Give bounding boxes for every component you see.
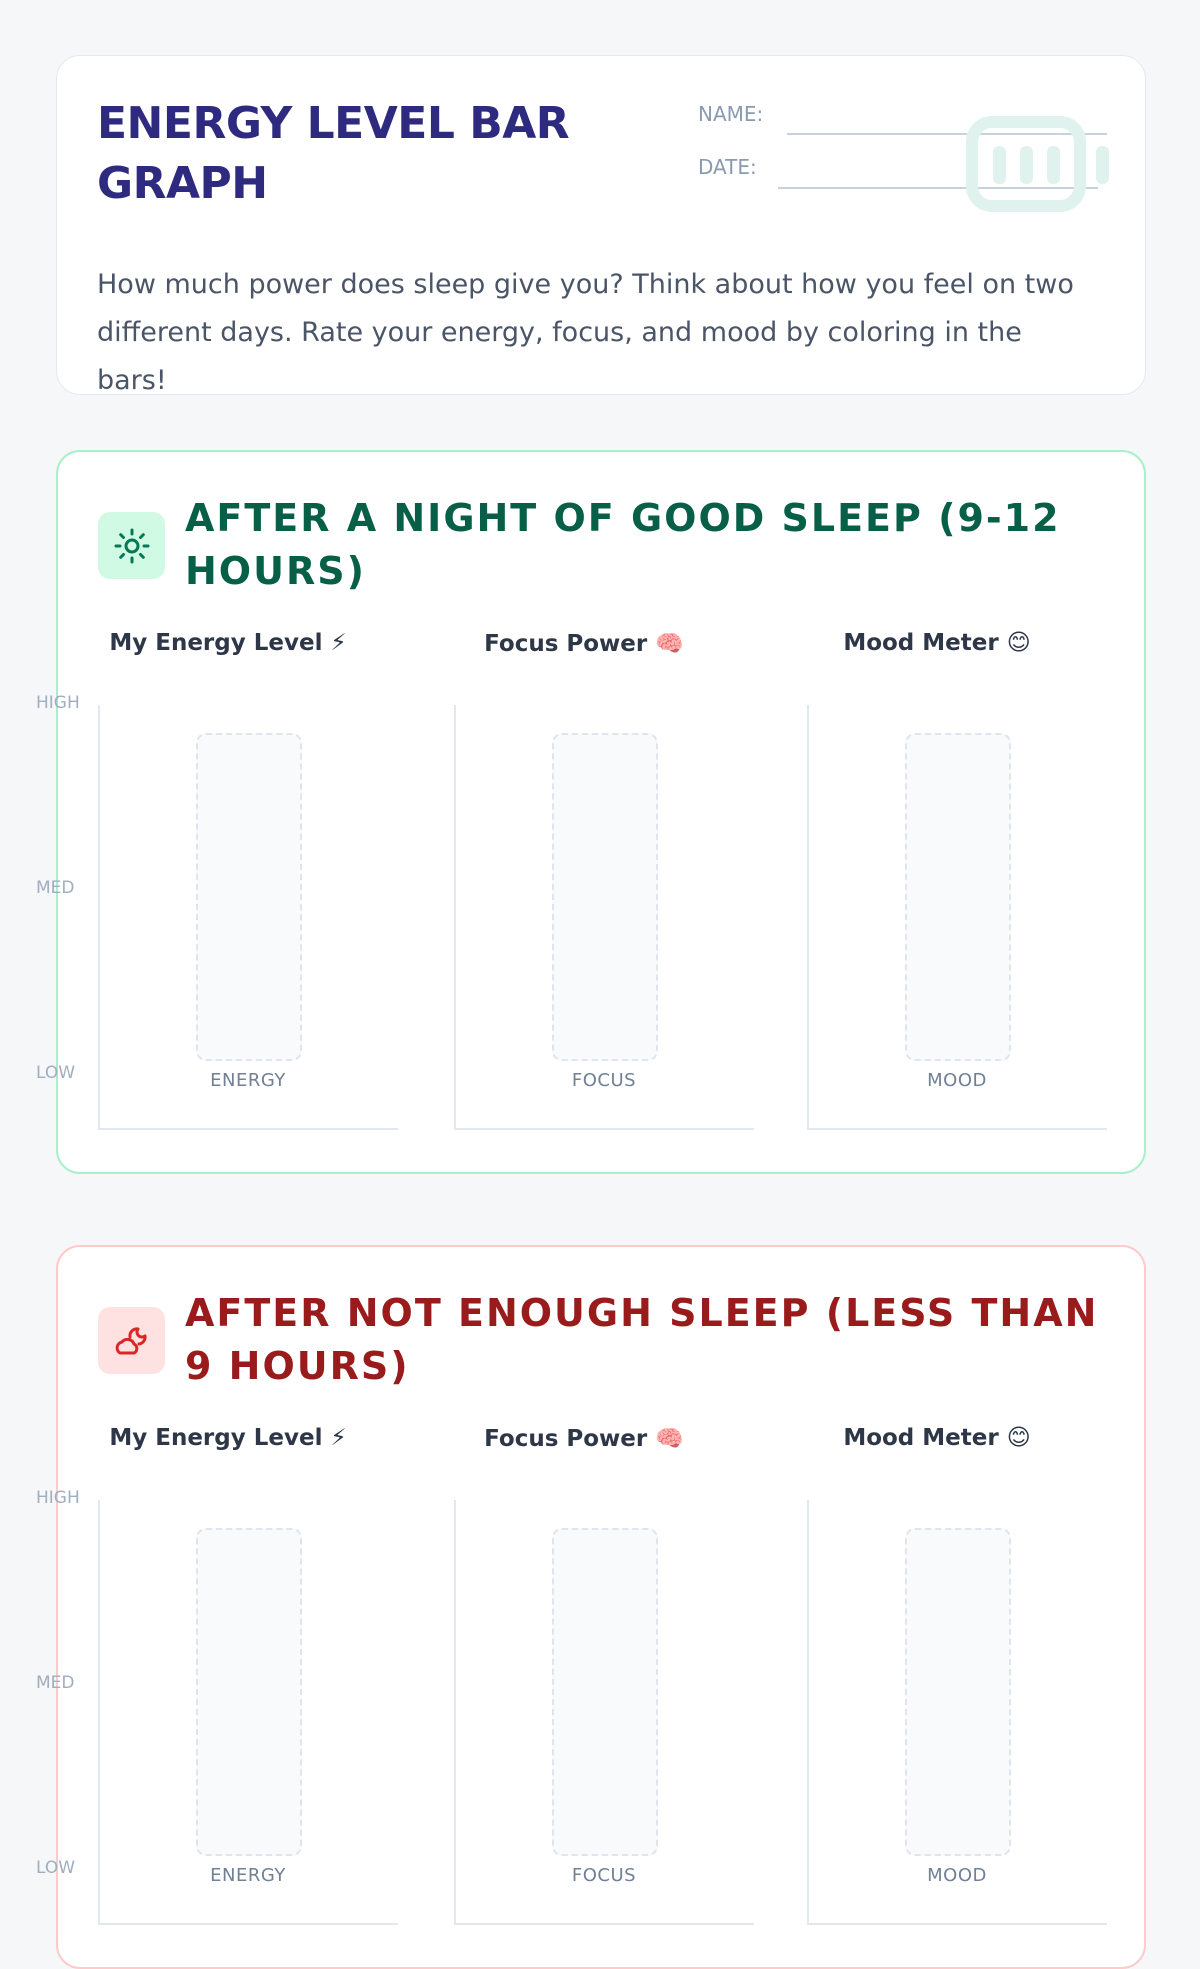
sun-icon [98,512,165,579]
chart-title: Mood Meter 😊 [843,1425,1031,1451]
page-title: ENERGY LEVEL BAR GRAPH [97,98,570,209]
y-label-high: HIGH [36,693,80,713]
chart-axis: ENERGY [98,1500,398,1925]
name-label: NAME: [698,102,764,126]
chart-axis: MOOD [807,1500,1107,1925]
bar-label: MOOD [927,1070,987,1091]
bar-label: MOOD [927,1865,987,1886]
focus-bar-fill-area[interactable] [552,1528,658,1856]
chart-axis: MOOD [807,705,1107,1130]
energy-bar-fill-area[interactable] [196,733,302,1061]
header-card: ENERGY LEVEL BAR GRAPH NAME: DATE: How m… [56,55,1146,396]
section-card-0: AFTER A NIGHT OF GOOD SLEEP (9-12 HOURS)… [36,450,1146,1174]
y-label-med: MED [36,1673,75,1693]
chart-axis: FOCUS [454,1500,754,1925]
date-field[interactable] [778,187,1098,189]
chart-title: My Energy Level ⚡ [109,1425,347,1451]
bar-label: FOCUS [571,1070,637,1091]
bar-label: FOCUS [571,1865,637,1886]
mood-bar-fill-area[interactable] [905,733,1011,1061]
bar-label: ENERGY [210,1865,286,1886]
bar-label: ENERGY [210,1070,286,1091]
y-label-high: HIGH [36,1488,80,1508]
chart-title: Focus Power 🧠 [484,631,684,657]
chart-title: Focus Power 🧠 [484,1426,684,1452]
focus-bar-fill-area[interactable] [552,733,658,1061]
chart-title: My Energy Level ⚡ [109,630,347,656]
date-label: DATE: [698,155,757,179]
name-field[interactable] [787,133,1107,135]
mood-bar-fill-area[interactable] [905,1528,1011,1856]
battery-icon [966,116,1109,212]
y-label-med: MED [36,878,75,898]
chart-axis: FOCUS [454,705,754,1130]
section-title: AFTER NOT ENOUGH SLEEP (LESS THAN 9 HOUR… [185,1291,1099,1388]
section-title: AFTER A NIGHT OF GOOD SLEEP (9-12 HOURS) [185,496,1061,593]
chart-axis: ENERGY [98,705,398,1130]
moon-cloud-icon [98,1307,165,1374]
section-card-1: AFTER NOT ENOUGH SLEEP (LESS THAN 9 HOUR… [36,1245,1146,1969]
y-label-low: LOW [36,1063,76,1083]
chart-title: Mood Meter 😊 [843,630,1031,656]
energy-bar-fill-area[interactable] [196,1528,302,1856]
intro-text: How much power does sleep give you? Thin… [97,269,1074,396]
y-label-low: LOW [36,1858,76,1878]
